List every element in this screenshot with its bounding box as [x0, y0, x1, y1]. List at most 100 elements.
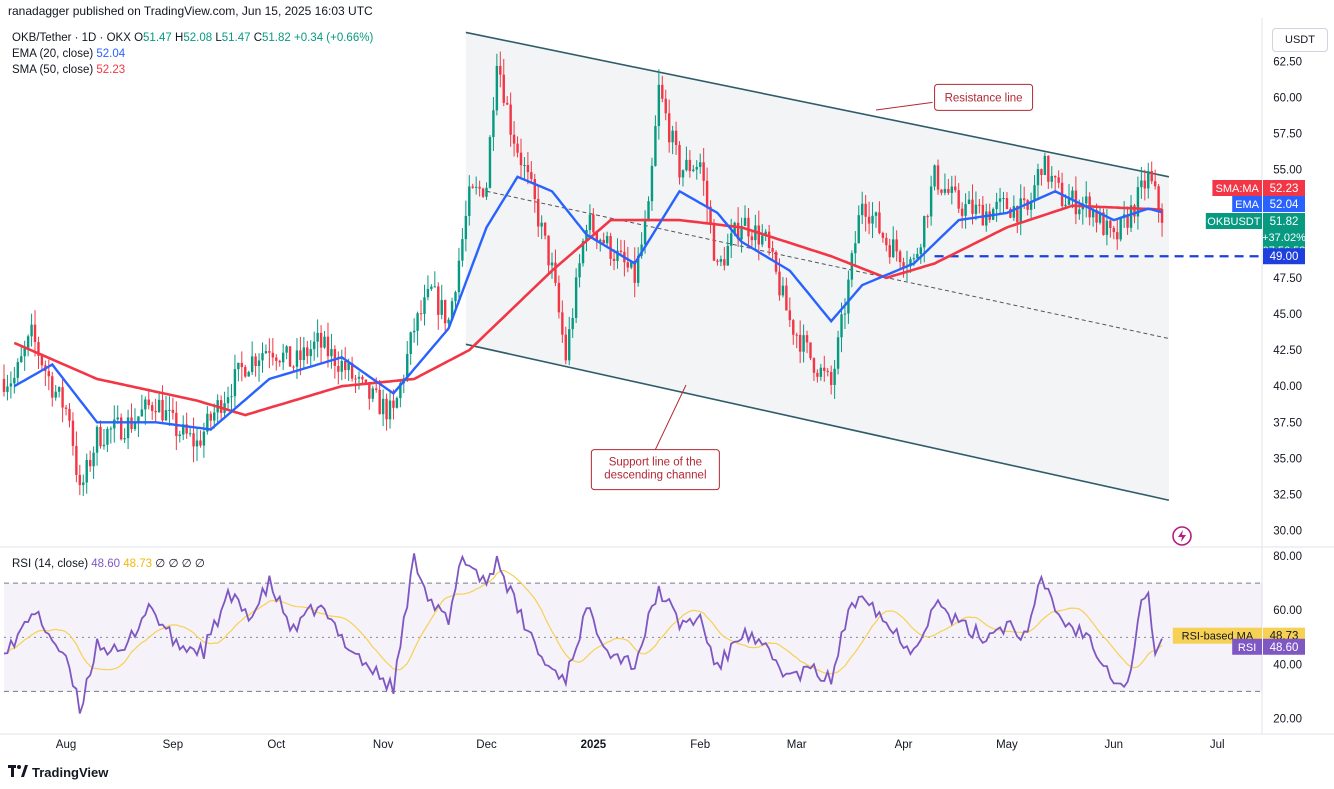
- candle-body: [323, 336, 326, 348]
- candle-body: [874, 212, 878, 216]
- candle-body: [809, 342, 812, 359]
- support-callout-text: Support line of the: [609, 457, 702, 469]
- rsi-price-label-name: RSI: [1238, 642, 1256, 654]
- candle-body: [440, 300, 443, 315]
- candle-body: [113, 419, 116, 429]
- candle-body: [85, 459, 88, 483]
- candle-body: [412, 330, 416, 333]
- candle-body: [1133, 205, 1136, 217]
- candle-body: [40, 355, 44, 366]
- descending-channel: [465, 31, 1262, 502]
- candle-body: [792, 320, 795, 335]
- ema20-line: [13, 175, 1163, 431]
- candle-body: [895, 239, 898, 252]
- change-value: +0.34 (+0.66%): [294, 32, 374, 44]
- pane-grid: [0, 18, 1334, 735]
- candle-body: [319, 332, 323, 348]
- candle-body: [1102, 212, 1105, 235]
- price-tick-label: 32.50: [1273, 489, 1302, 501]
- candle-body: [736, 222, 740, 240]
- candle-body: [361, 376, 364, 380]
- candle-body: [371, 388, 374, 399]
- rsi-legend-label[interactable]: RSI (14, close): [12, 558, 89, 570]
- candle-body: [1085, 196, 1088, 204]
- candle-body: [468, 186, 471, 216]
- time-tick-label: Aug: [56, 739, 76, 751]
- candle-body: [481, 188, 485, 197]
- candle-body: [757, 225, 761, 245]
- candle-body: [364, 379, 368, 383]
- candle-body: [1105, 220, 1109, 235]
- ema-price-label-value-tag: [1263, 196, 1305, 212]
- candle-body: [702, 162, 705, 181]
- candle-body: [854, 243, 857, 254]
- candle-body: [661, 84, 664, 99]
- candle-body: [595, 232, 599, 242]
- candle-body: [368, 382, 371, 399]
- candle-body: [733, 222, 736, 234]
- candle-body: [161, 399, 164, 421]
- candle-body: [616, 250, 619, 261]
- candle-body: [347, 363, 350, 371]
- candle-body: [1022, 198, 1026, 201]
- candle-body: [916, 253, 919, 259]
- candle-body: [292, 366, 295, 368]
- candle-body: [6, 386, 9, 392]
- candle-body: [88, 459, 92, 467]
- candle-body: [964, 204, 967, 216]
- candle-body: [685, 159, 688, 171]
- candle-body: [981, 204, 985, 226]
- candle-body: [1129, 205, 1133, 228]
- candle-body: [51, 376, 54, 398]
- candle-body: [902, 262, 905, 268]
- candle-body: [164, 410, 168, 421]
- candle-body: [461, 239, 464, 261]
- candle-body: [302, 347, 306, 360]
- replay-icon[interactable]: [1172, 526, 1192, 546]
- sma-price-label-name: SMA:MA: [1215, 183, 1259, 195]
- sma-legend-label[interactable]: SMA (50, close): [12, 64, 94, 76]
- candle-body: [574, 277, 578, 318]
- candle-body: [13, 377, 16, 384]
- brand-label: TradingView: [32, 765, 109, 780]
- currency-button[interactable]: USDT: [1272, 28, 1328, 52]
- candle-body: [719, 259, 723, 262]
- candle-body: [1160, 209, 1164, 223]
- candle-body: [709, 206, 712, 224]
- price-tick-label: 47.50: [1273, 273, 1302, 285]
- candle-body: [836, 337, 840, 369]
- candle-body: [257, 360, 261, 366]
- time-tick-label: Nov: [373, 739, 394, 751]
- sma50-line: [13, 204, 1163, 417]
- candle-body: [450, 301, 454, 320]
- candle-body: [564, 334, 567, 361]
- rsi-price-label-name-tag: [1232, 638, 1262, 655]
- candle-body: [247, 372, 250, 377]
- candle-body: [416, 313, 419, 331]
- price-axis: 62.5060.0057.5055.0052.5050.0047.5045.00…: [1273, 56, 1302, 537]
- candle-body: [144, 399, 147, 410]
- time-tick-label: Dec: [476, 739, 497, 751]
- candle-body: [781, 285, 785, 296]
- ema-legend-label[interactable]: EMA (20, close): [12, 48, 94, 60]
- candle-body: [819, 367, 823, 377]
- candle-body: [499, 65, 502, 75]
- candle-body: [1136, 187, 1140, 217]
- candle-body: [333, 349, 337, 366]
- time-tick-label: Jun: [1105, 739, 1124, 751]
- candle-body: [526, 164, 530, 173]
- candle-body: [1116, 232, 1119, 240]
- candle-body: [316, 332, 319, 342]
- level-price-label-value-tag: [1263, 248, 1305, 265]
- candle-body: [850, 253, 854, 280]
- candle-body: [509, 104, 512, 135]
- candle-body: [750, 236, 754, 241]
- candle-body: [847, 279, 850, 314]
- rsi-tick-label: 80.00: [1273, 551, 1302, 563]
- candle-body: [20, 356, 23, 363]
- symbol-label[interactable]: OKB/Tether · 1D · OKX: [12, 32, 131, 44]
- price-tick-label: 60.00: [1273, 92, 1302, 104]
- resistance-callout-pointer: [875, 101, 933, 111]
- candle-body: [950, 186, 954, 193]
